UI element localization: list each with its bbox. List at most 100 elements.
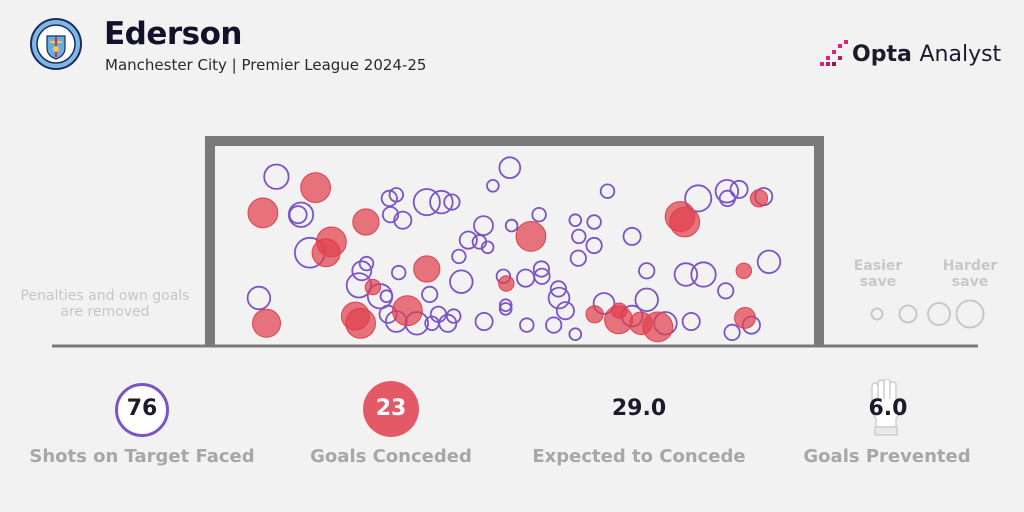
goal-shot-point <box>669 206 701 238</box>
goal-shot-point <box>392 295 423 327</box>
goal-shot-point <box>611 302 628 319</box>
saved-shot-point <box>684 184 713 213</box>
saved-shot-point <box>498 156 522 180</box>
goal-posts <box>205 136 824 346</box>
goal-frame <box>52 136 978 348</box>
shots-faced-label: Shots on Target Faced <box>29 446 255 467</box>
legend-circle-1 <box>898 304 918 324</box>
saved-shot-point <box>498 298 513 313</box>
goal-shot-point <box>247 197 279 229</box>
saved-shot-point <box>451 248 467 265</box>
saved-shot-point <box>681 311 701 331</box>
legend-easier-label: Easier save <box>838 258 918 290</box>
saved-shot-point <box>622 226 642 246</box>
saved-shot-point <box>379 289 394 304</box>
saved-shot-point <box>498 302 513 316</box>
saved-shot-point <box>568 213 583 228</box>
goals-prevented-value: 6.0 <box>868 396 908 421</box>
saved-shot-point <box>449 269 474 294</box>
saved-shot-point <box>393 210 413 230</box>
saved-shot-point <box>421 285 439 303</box>
saved-shot-point <box>690 261 717 288</box>
shots-faced-circle <box>115 383 169 437</box>
saved-shot-point <box>545 316 563 334</box>
goal-shot-point <box>300 172 332 204</box>
glove-icon <box>871 379 907 436</box>
goal-shot-point <box>352 208 380 236</box>
legend-circle-2 <box>927 302 951 326</box>
goals-conceded-circle <box>363 381 419 437</box>
shots-faced-value: 76 <box>126 396 158 421</box>
legend-easier-line-1: Easier <box>853 258 903 274</box>
goal-shot-point <box>735 262 752 279</box>
saved-shot-point <box>516 268 536 288</box>
saved-shot-point <box>358 255 375 272</box>
saved-shot-point <box>473 215 494 237</box>
saved-shot-point <box>474 311 494 331</box>
saved-shot-point <box>531 206 547 223</box>
saved-shot-point <box>571 228 587 245</box>
saved-shot-point <box>586 214 602 230</box>
penalties-note: Penalties and own goals are removed <box>10 288 200 320</box>
opta-logo-icon <box>820 40 848 66</box>
saved-shot-point <box>429 189 454 215</box>
saved-shot-point <box>412 188 441 217</box>
saved-shot-point <box>547 286 571 310</box>
note-line-1: Penalties and own goals <box>20 288 190 304</box>
saved-shot-point <box>718 189 737 207</box>
page-subtitle: Manchester City | Premier League 2024-25 <box>105 56 427 74</box>
brand-name: Opta Analyst <box>852 42 1001 67</box>
goals-conceded-label: Goals Conceded <box>310 446 472 467</box>
goal-shot-point <box>734 307 756 329</box>
legend-harder-line-1: Harder <box>942 258 998 274</box>
brand-bold: Opta <box>852 42 912 67</box>
goals-prevented-label: Goals Prevented <box>803 446 971 467</box>
saved-shot-point <box>504 218 519 233</box>
saved-shot-point <box>391 264 407 281</box>
goals-conceded-value: 23 <box>375 396 407 421</box>
saved-shot-point <box>585 236 603 255</box>
goal-shot-point <box>413 255 441 283</box>
saved-shot-point <box>519 317 535 333</box>
goal-shot-point <box>311 238 341 268</box>
size-legend <box>870 299 985 329</box>
goal-shot-point <box>749 189 769 208</box>
legend-easier-line-2: save <box>859 274 897 290</box>
saved-shot-point <box>263 163 290 190</box>
saved-shot-point <box>638 262 656 280</box>
goal-shot-point <box>515 221 547 252</box>
saved-shot-point <box>568 327 583 342</box>
saved-shot-point <box>714 178 740 204</box>
note-line-2: are removed <box>60 304 150 320</box>
saved-shot-point <box>729 179 749 199</box>
saved-shot-point <box>480 240 495 255</box>
saved-shot-point <box>756 249 782 274</box>
legend-harder-line-2: save <box>951 274 989 290</box>
goal-shot-point <box>498 275 515 292</box>
saved-shot-point <box>381 206 400 224</box>
saved-shot-point <box>634 287 659 313</box>
goal-shot-point <box>585 305 604 324</box>
page-title: Ederson <box>104 16 243 52</box>
saved-shot-point <box>532 260 551 278</box>
expected-concede-label: Expected to Concede <box>532 446 746 467</box>
club-badge-icon <box>30 18 82 70</box>
goal-shot-point <box>345 307 377 339</box>
saved-shot-point <box>673 262 699 287</box>
saved-shot-point <box>592 292 616 315</box>
expected-concede-value: 29.0 <box>611 396 667 421</box>
saved-shot-point <box>443 193 461 211</box>
saved-shot-point <box>446 308 462 324</box>
saved-shot-point <box>717 282 735 300</box>
saved-shot-point <box>246 285 272 311</box>
saved-shot-point <box>388 187 405 203</box>
saved-shot-point <box>723 323 741 341</box>
brand-light: Analyst <box>919 42 1002 67</box>
saved-shot-point <box>458 230 478 250</box>
legend-harder-label: Harder save <box>930 258 1010 290</box>
saved-shot-point <box>486 179 500 193</box>
saved-shot-point <box>599 183 616 199</box>
saved-shot-point <box>380 189 398 207</box>
legend-circle-3 <box>955 299 985 329</box>
